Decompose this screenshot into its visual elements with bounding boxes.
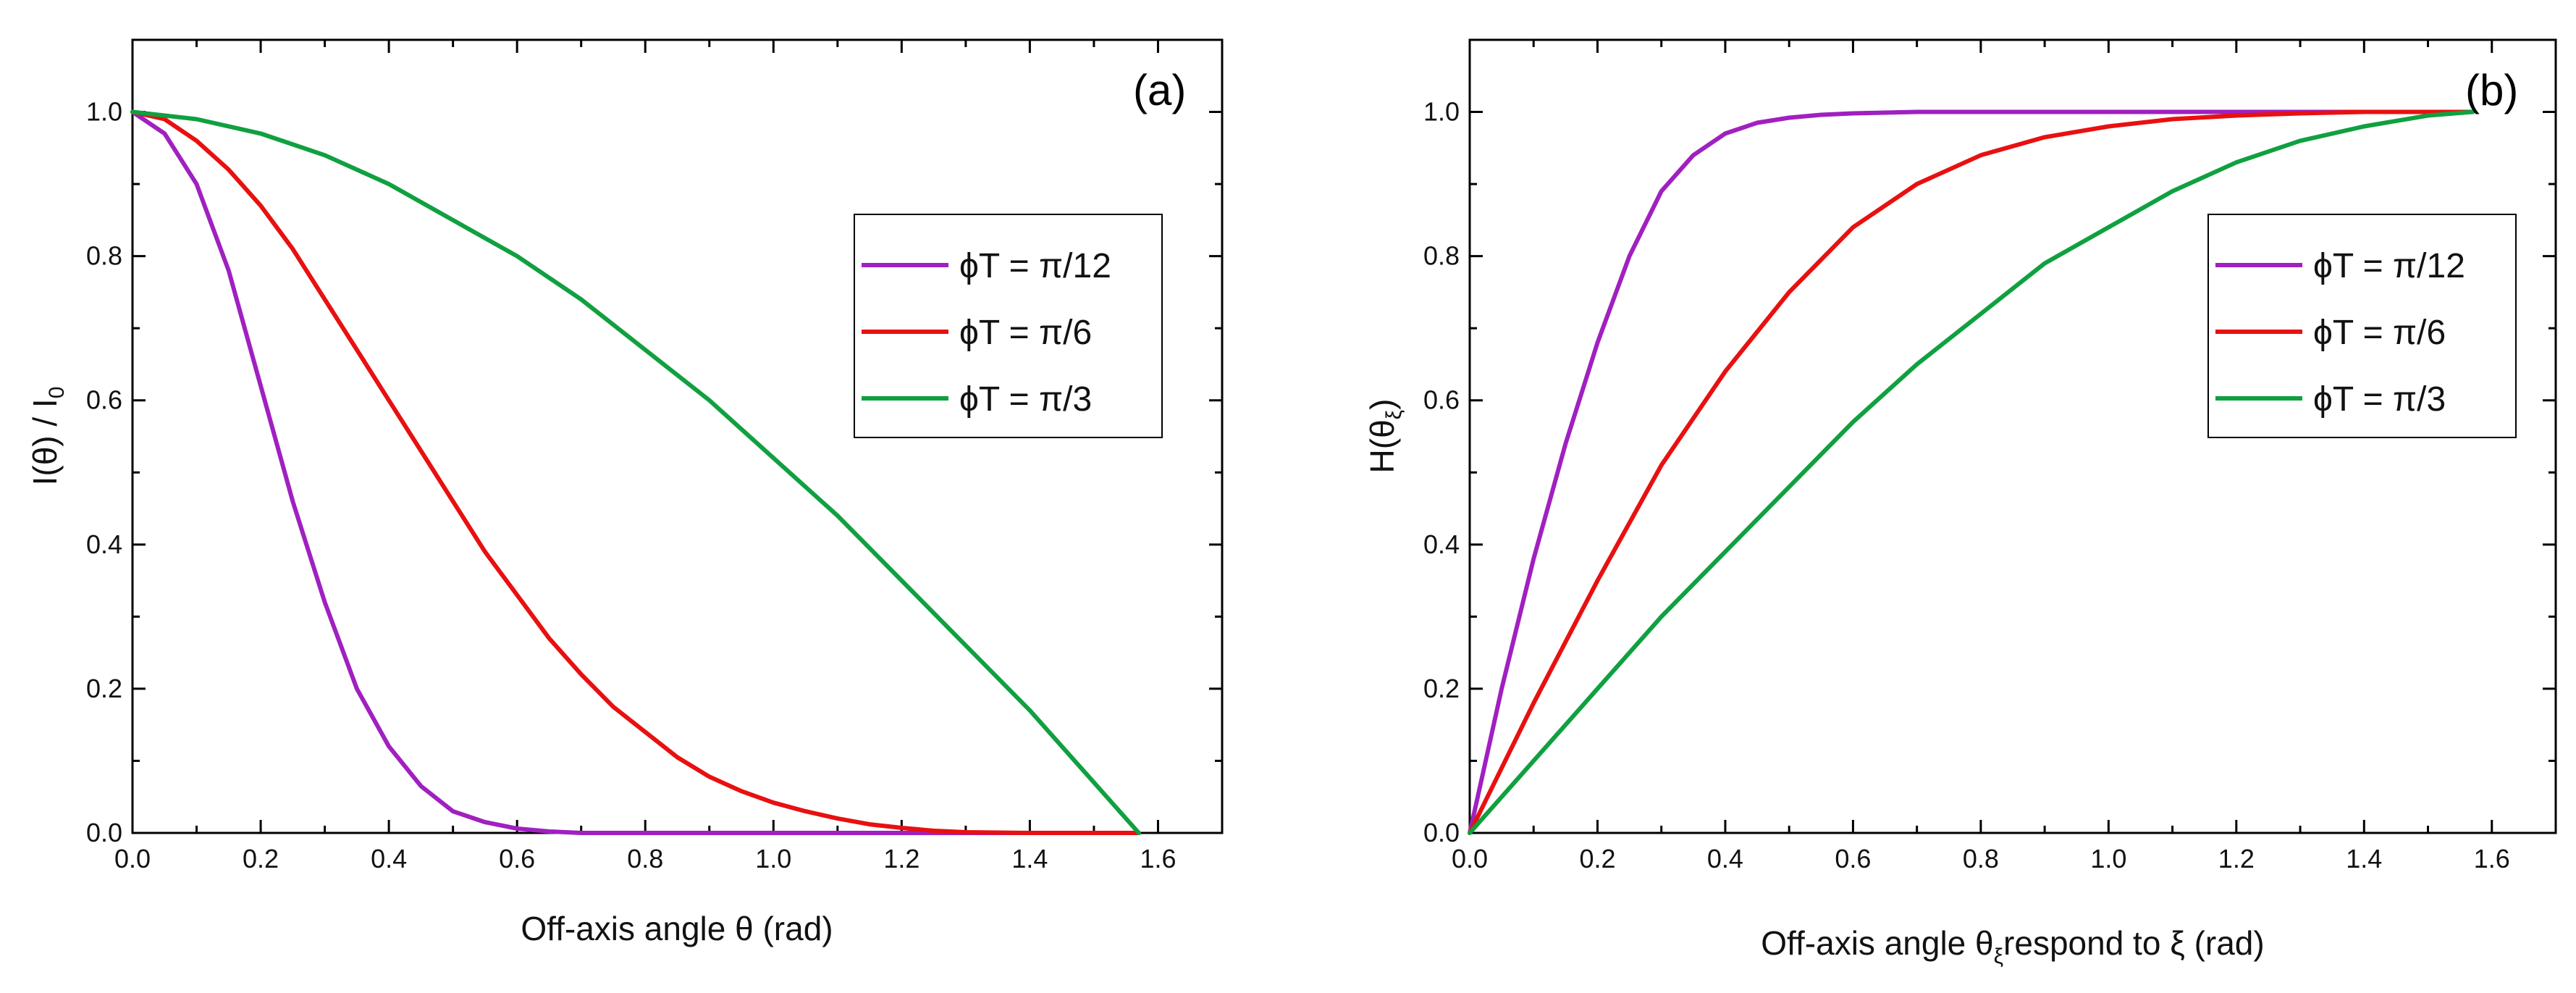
y-axis-title-a-main: I(θ) / I [26,398,64,485]
y-tick-label-b-5: 1.0 [1423,97,1460,127]
x-tick-label-a-1: 0.2 [243,844,279,873]
y-tick-label-b-2: 0.4 [1423,529,1460,559]
y-tick-label-b-3: 0.6 [1423,385,1460,415]
series-line-b-2 [1468,109,2475,835]
series-line-b-0 [1468,109,2475,835]
y-tick-label-a-5: 1.0 [86,97,122,127]
y-tick-label-a-1: 0.2 [86,674,122,703]
ticks-a: 0.0 0.2 0.4 0.6 0.8 1.0 1.2 1.4 1.6 0.0 0.2 0.4 0.6 0… [86,40,1222,873]
x-axis-title-b-main: Off-axis angle θ [1761,924,1993,962]
legend-a: ϕT = π/12 ϕT = π/6 ϕT = π/3 [854,214,1163,438]
y-axis-title-a-sub: 0 [45,387,69,399]
legend-label-b-0: ϕT = π/12 [2313,247,2465,285]
y-axis-title-a: I(θ) / I0 [26,387,69,486]
x-tick-label-a-8: 1.6 [1140,844,1176,873]
series-line-a-2 [130,109,1141,835]
legend-label-a-2: ϕT = π/3 [959,380,1092,419]
x-tick-label-a-3: 0.6 [499,844,535,873]
y-tick-label-a-0: 0.0 [86,818,122,847]
x-axis-title-b-rest: respond to ξ (rad) [2003,924,2265,962]
y-tick-label-a-3: 0.6 [86,385,122,415]
series-line-a-1 [130,109,1141,835]
x-tick-label-a-0: 0.0 [114,844,151,873]
x-tick-label-b-8: 1.6 [2474,844,2510,873]
panel-a: 0.0 0.2 0.4 0.6 0.8 1.0 1.2 1.4 1.6 0.0 0.2 0.4 0.6 0… [26,38,1224,947]
legend-b: ϕT = π/12 ϕT = π/6 ϕT = π/3 [2207,214,2517,438]
series-line-a-0 [130,109,1141,835]
panel-label-a: (a) [1133,66,1186,114]
x-tick-label-a-5: 1.0 [755,844,791,873]
y-tick-label-b-4: 0.8 [1423,241,1460,271]
series-lines-a [130,109,1141,835]
x-tick-label-a-6: 1.2 [883,844,919,873]
y-axis-title-b-main: H(θ [1363,419,1401,473]
x-tick-label-b-7: 1.4 [2346,844,2382,873]
x-tick-label-b-1: 0.2 [1579,844,1615,873]
y-tick-label-b-0: 0.0 [1423,818,1460,847]
x-tick-label-b-2: 0.4 [1707,844,1743,873]
x-axis-title-a: Off-axis angle θ (rad) [521,910,833,947]
x-tick-label-a-4: 0.8 [627,844,663,873]
x-tick-label-a-7: 1.4 [1011,844,1048,873]
plot-frame-b [1468,38,2557,834]
y-tick-label-a-4: 0.8 [86,241,122,271]
y-tick-label-a-2: 0.4 [86,529,122,559]
y-axis-title-b-sub: ξ [1382,410,1406,419]
x-tick-label-b-6: 1.2 [2218,844,2255,873]
legend-label-a-0: ϕT = π/12 [959,247,1111,285]
y-axis-title-b: H(θξ) [1363,399,1406,474]
x-axis-title-b: Off-axis angle θξrespond to ξ (rad) [1761,924,2264,968]
x-axis-title-b-sub: ξ [1994,944,2003,968]
y-tick-label-b-1: 0.2 [1423,674,1460,703]
y-axis-title-b-end: ) [1363,399,1401,410]
x-tick-label-a-2: 0.4 [371,844,407,873]
series-line-b-1 [1468,109,2475,835]
legend-label-b-2: ϕT = π/3 [2313,380,2446,419]
legend-label-a-1: ϕT = π/6 [959,314,1092,352]
x-tick-label-b-0: 0.0 [1452,844,1488,873]
x-tick-label-b-4: 0.8 [1963,844,1999,873]
series-lines-b [1468,109,2475,835]
ticks-b: 0.0 0.2 0.4 0.6 0.8 1.0 1.2 1.4 1.6 0.0 0.2 0.4 0.6 0… [1423,40,2556,873]
panel-label-b: (b) [2465,66,2518,114]
legend-label-b-1: ϕT = π/6 [2313,314,2446,352]
panel-b: 0.0 0.2 0.4 0.6 0.8 1.0 1.2 1.4 1.6 0.0 0.2 0.4 0.6 0… [1363,38,2557,968]
x-tick-label-b-5: 1.0 [2090,844,2126,873]
x-tick-label-b-3: 0.6 [1835,844,1871,873]
